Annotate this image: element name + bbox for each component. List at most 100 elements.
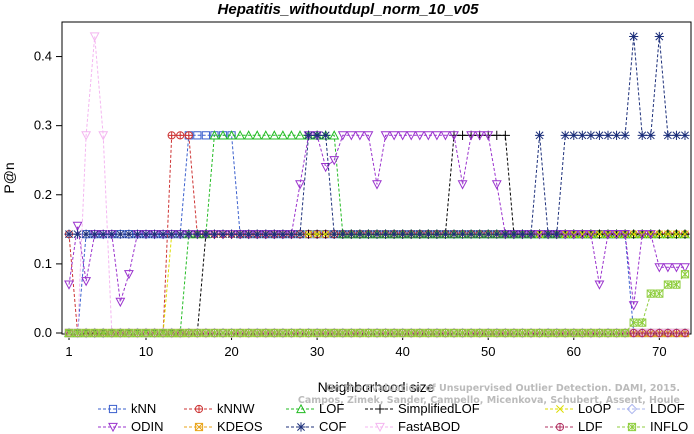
data-point bbox=[346, 131, 357, 141]
x-tick-label: 30 bbox=[310, 344, 324, 359]
data-point bbox=[414, 131, 425, 141]
data-point bbox=[655, 328, 664, 338]
legend-label: LOF bbox=[319, 401, 344, 416]
data-point bbox=[194, 404, 204, 414]
data-point bbox=[235, 130, 246, 140]
data-point bbox=[672, 230, 681, 239]
y-axis: 0.0 0.1 0.2 0.3 0.4 bbox=[34, 49, 63, 340]
data-point bbox=[244, 328, 253, 338]
data-point bbox=[483, 131, 494, 141]
data-point bbox=[680, 130, 690, 140]
data-point bbox=[252, 229, 262, 239]
data-point bbox=[638, 328, 647, 338]
legend-label: SimplifiedLOF bbox=[398, 401, 480, 416]
legend-entry-ldof: LDOF bbox=[617, 401, 685, 416]
data-point bbox=[99, 328, 108, 338]
data-point bbox=[457, 229, 468, 239]
x-tick-label: 1 bbox=[65, 344, 72, 359]
data-point bbox=[64, 280, 74, 290]
data-point bbox=[304, 230, 313, 239]
data-point bbox=[116, 328, 125, 338]
data-point bbox=[243, 130, 254, 140]
data-point bbox=[329, 130, 340, 140]
data-point bbox=[209, 229, 220, 239]
data-point bbox=[124, 328, 133, 338]
y-tick-label: 0.0 bbox=[34, 325, 52, 340]
data-point bbox=[646, 289, 655, 298]
data-point bbox=[261, 328, 270, 338]
data-point bbox=[375, 422, 385, 433]
data-point bbox=[544, 328, 553, 338]
data-point bbox=[441, 328, 450, 338]
legend-entry-kdeos: KDEOS bbox=[184, 419, 263, 434]
data-point bbox=[261, 229, 271, 239]
data-point bbox=[449, 229, 459, 239]
data-point bbox=[253, 328, 262, 338]
series-line bbox=[69, 233, 685, 334]
data-point bbox=[629, 318, 638, 327]
data-point bbox=[132, 229, 143, 239]
data-point bbox=[492, 229, 502, 239]
legend-entry-loop: LoOP bbox=[545, 401, 611, 416]
data-point bbox=[64, 328, 74, 338]
data-point bbox=[457, 180, 468, 190]
data-point bbox=[526, 229, 536, 239]
data-point bbox=[560, 230, 571, 240]
data-point bbox=[526, 328, 536, 338]
legend-label: LDF bbox=[578, 419, 603, 434]
data-point bbox=[90, 328, 99, 338]
data-point bbox=[321, 328, 330, 338]
data-point bbox=[269, 229, 279, 239]
data-point bbox=[415, 229, 425, 239]
data-point bbox=[286, 229, 297, 239]
data-point bbox=[235, 229, 245, 239]
data-point bbox=[509, 328, 518, 338]
x-tick-label: 70 bbox=[652, 344, 666, 359]
data-point bbox=[321, 230, 330, 239]
data-point bbox=[176, 328, 185, 338]
data-point bbox=[108, 404, 118, 414]
data-point bbox=[193, 328, 202, 338]
data-point bbox=[304, 328, 313, 338]
data-point bbox=[663, 230, 672, 239]
data-point bbox=[81, 131, 92, 141]
data-point bbox=[568, 230, 579, 240]
data-point bbox=[534, 130, 545, 140]
data-point bbox=[296, 403, 306, 414]
data-point bbox=[227, 328, 236, 338]
data-point bbox=[269, 130, 280, 140]
data-point bbox=[390, 328, 399, 338]
data-point bbox=[149, 229, 160, 239]
data-point bbox=[363, 229, 374, 239]
data-point bbox=[423, 131, 434, 141]
data-point bbox=[115, 229, 125, 239]
x-tick-label: 60 bbox=[567, 344, 581, 359]
data-point bbox=[680, 263, 690, 273]
data-point bbox=[680, 328, 690, 338]
data-point bbox=[620, 130, 630, 140]
data-point bbox=[115, 297, 126, 308]
data-point bbox=[347, 328, 356, 338]
data-point bbox=[123, 270, 134, 280]
data-point bbox=[621, 328, 630, 338]
data-point bbox=[236, 328, 245, 338]
legend-entry-simplifiedlof: SimplifiedLOF bbox=[365, 401, 480, 416]
data-point bbox=[72, 229, 83, 239]
chart-title: Hepatitis_withoutdupl_norm_10_v05 bbox=[218, 1, 480, 18]
data-point bbox=[646, 328, 655, 338]
data-point bbox=[364, 328, 373, 338]
series-loop bbox=[65, 230, 689, 337]
data-point bbox=[432, 328, 441, 338]
data-point bbox=[98, 131, 109, 141]
legend-label: kNN bbox=[131, 401, 156, 416]
legend-entry-fastabod: FastABOD bbox=[365, 419, 460, 434]
series-line bbox=[69, 273, 686, 334]
data-point bbox=[577, 130, 587, 140]
data-point bbox=[569, 328, 578, 338]
data-point bbox=[671, 263, 682, 273]
data-point bbox=[595, 230, 604, 239]
data-point bbox=[193, 131, 202, 140]
data-point bbox=[226, 229, 237, 239]
legend-label: LoOP bbox=[578, 401, 611, 416]
